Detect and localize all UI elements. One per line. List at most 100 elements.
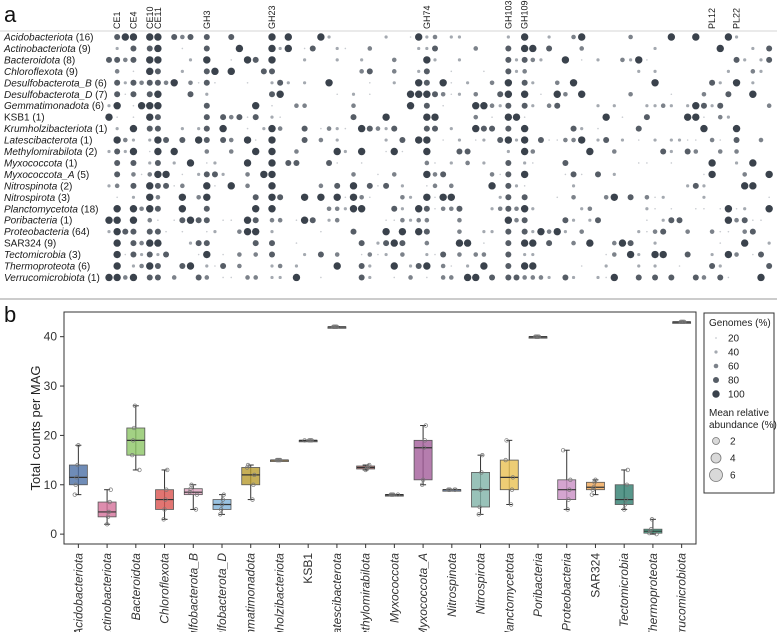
presence-dot: [188, 80, 193, 86]
mag-point: [567, 487, 572, 492]
presence-dot: [701, 275, 707, 280]
presence-dot: [366, 182, 373, 189]
presence-dot: [504, 113, 513, 121]
mag-point: [480, 452, 485, 458]
phylum-label: Myxococcota_A (5): [4, 170, 89, 181]
presence-dot: [506, 35, 510, 39]
mag-point: [221, 492, 226, 497]
presence-dot: [309, 217, 316, 224]
presence-dot: [260, 170, 268, 179]
mag-point: [647, 530, 652, 536]
legend-genomes-keys: 20 40 60 80 100: [712, 334, 745, 401]
presence-dot: [303, 81, 307, 85]
presence-dot: [668, 217, 675, 224]
mag-point: [391, 492, 396, 497]
presence-dot: [538, 275, 544, 280]
presence-dot: [213, 230, 217, 234]
mag-point: [478, 487, 483, 492]
presence-dot: [129, 205, 138, 213]
box: [614, 484, 634, 505]
presence-dot: [360, 253, 363, 256]
presence-dot: [505, 228, 512, 235]
presence-dot: [131, 138, 136, 142]
presence-dot: [423, 56, 431, 64]
presence-dot: [669, 149, 673, 154]
presence-dot: [140, 252, 144, 257]
mag-point: [252, 472, 257, 478]
presence-dot: [327, 35, 331, 39]
mag-point: [568, 477, 573, 482]
presence-dot: [489, 103, 495, 108]
presence-dot: [578, 33, 586, 41]
presence-dot: [252, 56, 259, 63]
mag-point: [648, 527, 654, 532]
presence-dot: [334, 206, 340, 212]
presence-dot: [417, 46, 421, 51]
presence-dot: [530, 57, 536, 63]
presence-dot: [130, 251, 137, 258]
presence-dot: [580, 173, 583, 176]
presence-dot: [514, 184, 519, 188]
phylum-genome-count: (18): [81, 204, 99, 215]
presence-dot: [651, 79, 659, 87]
presence-dot: [277, 217, 283, 223]
phylum-name: Methylomirabilota: [4, 147, 85, 158]
presence-dot: [335, 127, 339, 131]
presence-dot: [497, 91, 504, 98]
mag-point: [220, 497, 226, 502]
mag-point: [309, 438, 314, 443]
presence-dot: [531, 252, 535, 257]
presence-dot: [147, 172, 153, 177]
presence-dot: [741, 239, 749, 247]
presence-dot: [320, 230, 322, 233]
presence-dot: [408, 275, 413, 280]
presence-dot: [228, 137, 234, 143]
presence-dot: [220, 114, 227, 121]
presence-dot: [637, 162, 640, 164]
presence-dot: [727, 230, 730, 233]
mag-point: [137, 467, 142, 473]
presence-dot: [457, 35, 462, 39]
presence-dot: [627, 194, 634, 201]
presence-dot: [123, 149, 127, 154]
presence-dot: [571, 218, 576, 222]
presence-dot: [179, 217, 186, 224]
presence-dot: [423, 170, 431, 179]
presence-dot: [400, 207, 404, 211]
presence-dot: [154, 90, 162, 98]
presence-dot: [221, 172, 225, 176]
presence-dot: [610, 273, 618, 282]
presence-dot: [148, 150, 151, 153]
presence-dot: [179, 263, 186, 269]
presence-dot: [520, 262, 529, 270]
presence-dot: [123, 275, 128, 280]
presence-dot: [377, 185, 379, 187]
mag-point: [503, 457, 508, 463]
legend-genome-dot: [715, 337, 717, 339]
presence-dot: [523, 185, 526, 187]
mag-point: [188, 486, 193, 491]
presence-dot: [440, 251, 447, 258]
presence-dot: [178, 205, 187, 213]
presence-dot: [358, 263, 365, 269]
mag-point: [108, 487, 113, 492]
presence-dot: [130, 91, 137, 98]
presence-dot: [268, 170, 276, 179]
presence-dot: [596, 138, 600, 142]
presence-dot: [700, 124, 708, 133]
presence-dot: [393, 219, 396, 221]
presence-dot: [423, 125, 430, 132]
presence-dot: [586, 147, 594, 156]
presence-dot: [580, 207, 584, 211]
phylum-genome-count: (1): [80, 136, 92, 147]
presence-dot: [368, 275, 372, 280]
presence-dot: [504, 216, 513, 224]
presence-dot: [726, 69, 731, 73]
presence-dot: [505, 45, 512, 52]
presence-dot: [766, 263, 773, 269]
presence-dot: [278, 46, 282, 51]
x-tick-label: Desulfobacterota_D: [215, 553, 229, 632]
y-tick-label: 20: [44, 428, 58, 442]
presence-dot: [132, 116, 135, 118]
presence-dot: [124, 253, 127, 256]
